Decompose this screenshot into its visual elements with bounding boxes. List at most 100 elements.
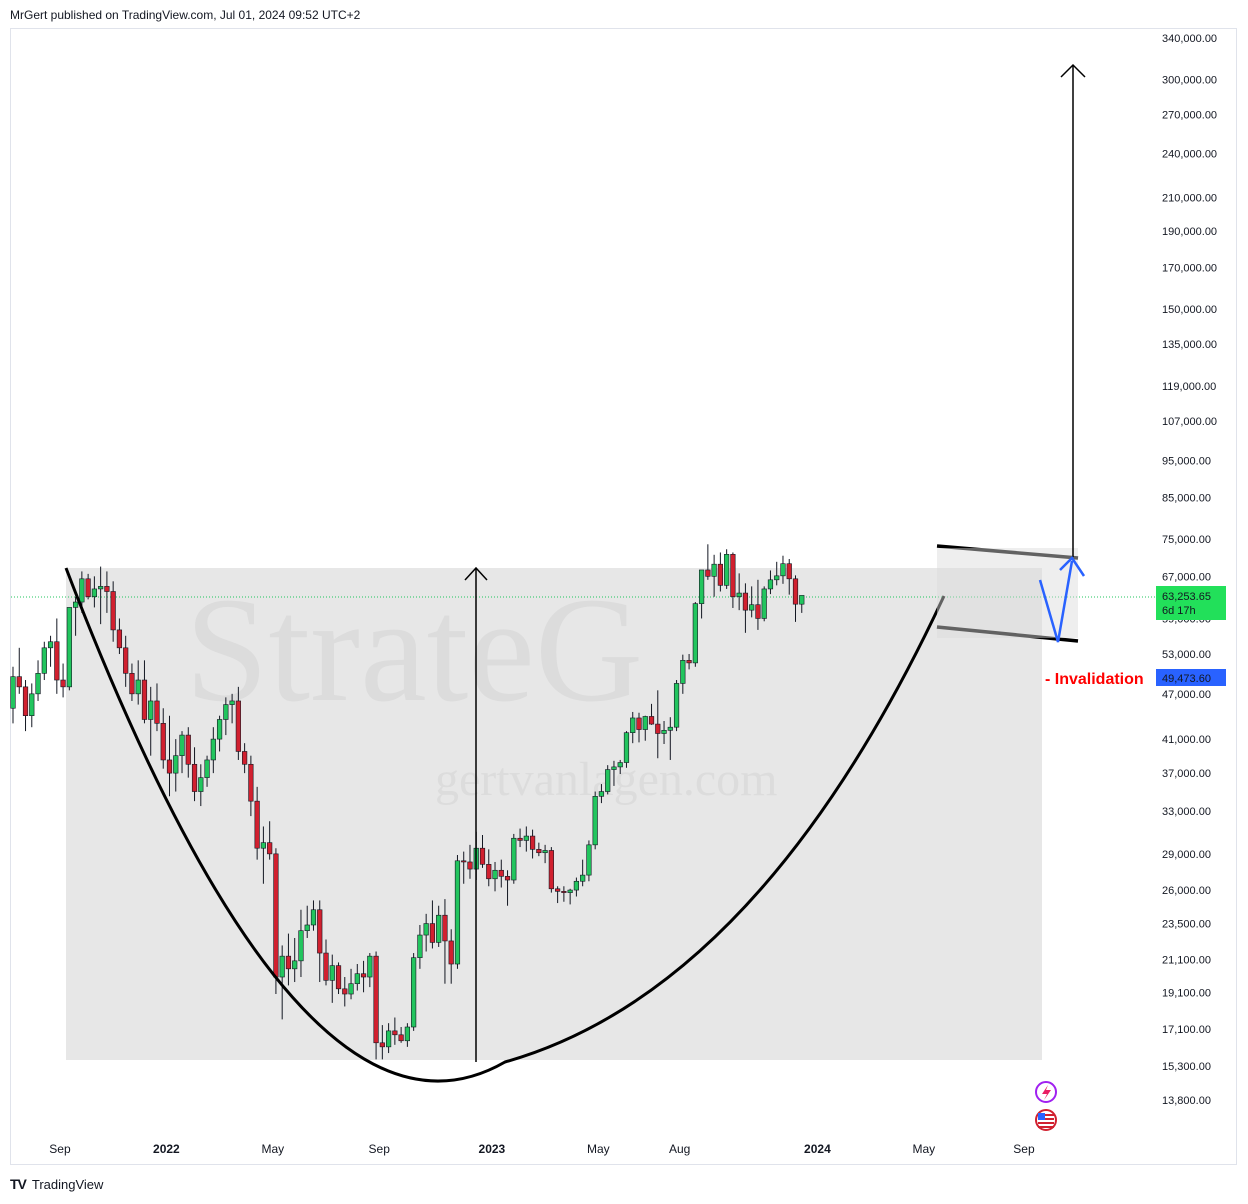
candle xyxy=(498,859,504,888)
price-tick-label: 270,000.00 xyxy=(1162,109,1217,121)
candle xyxy=(555,886,561,904)
candle xyxy=(22,680,29,732)
candle xyxy=(630,711,636,744)
candle xyxy=(617,759,623,775)
price-tick-label: 17,100.00 xyxy=(1162,1024,1211,1036)
candle xyxy=(648,703,655,725)
candle xyxy=(47,635,54,667)
price-tick-label: 190,000.00 xyxy=(1162,226,1217,238)
price-tick-label: 37,000.00 xyxy=(1162,768,1211,780)
time-tick-label: Sep xyxy=(1013,1142,1035,1156)
candle xyxy=(642,715,648,741)
candle xyxy=(423,913,429,952)
candle xyxy=(774,561,780,586)
candle xyxy=(342,977,348,1007)
candles-group xyxy=(10,544,805,1060)
publish-info: MrGert published on TradingView.com, Jul… xyxy=(10,8,361,22)
candle xyxy=(235,686,241,760)
candle xyxy=(292,937,298,983)
time-tick-label: 2024 xyxy=(804,1142,831,1156)
candle xyxy=(680,654,686,694)
candle xyxy=(373,951,379,1060)
tradingview-logo-icon: TV xyxy=(10,1176,27,1192)
candle xyxy=(730,552,736,608)
time-tick-label: Aug xyxy=(669,1142,690,1156)
lightning-icon[interactable] xyxy=(1035,1081,1057,1103)
blue-projection-head xyxy=(1059,556,1086,577)
candle xyxy=(673,680,680,732)
candle xyxy=(454,855,461,969)
candle xyxy=(41,641,47,681)
candle xyxy=(542,844,548,864)
candle xyxy=(166,715,173,797)
candle xyxy=(717,552,723,592)
candle xyxy=(216,715,223,752)
candle xyxy=(179,731,185,774)
candle xyxy=(60,663,66,698)
candle xyxy=(711,554,717,597)
candle xyxy=(267,821,273,860)
candle xyxy=(279,945,285,1020)
candle xyxy=(116,618,123,655)
candle xyxy=(548,847,554,893)
price-tick-label: 135,000.00 xyxy=(1162,339,1217,351)
invalidation-annotation: - Invalidation xyxy=(1045,671,1144,688)
candle xyxy=(260,826,267,884)
candle xyxy=(655,690,661,759)
price-tick-label: 119,000.00 xyxy=(1162,381,1216,393)
blue-projection-path xyxy=(1038,560,1074,643)
candle xyxy=(479,834,486,868)
candle xyxy=(129,663,135,701)
candle xyxy=(66,607,72,691)
candle xyxy=(273,848,279,995)
candle xyxy=(448,929,454,984)
candle xyxy=(504,870,511,906)
price-tick-label: 47,000.00 xyxy=(1162,689,1211,701)
price-tick-label: 95,000.00 xyxy=(1162,456,1211,468)
candle xyxy=(517,828,523,848)
candle xyxy=(73,596,79,636)
candle xyxy=(404,1023,410,1047)
cup-curve xyxy=(64,567,946,1083)
candle xyxy=(436,905,442,947)
candle xyxy=(724,549,730,589)
flag-upper-line xyxy=(936,544,1079,560)
candle xyxy=(742,583,749,633)
candle xyxy=(623,731,630,768)
time-tick-label: May xyxy=(261,1142,284,1156)
cup-depth-arrowhead xyxy=(464,566,488,581)
candle xyxy=(304,905,310,938)
candle xyxy=(755,579,761,630)
time-axis: Sep 2022 May Sep 2023 May Aug 2024 May Sep xyxy=(49,1142,1035,1156)
price-tick-label: 13,800.00 xyxy=(1162,1095,1211,1107)
candle xyxy=(461,851,467,884)
price-tick-label: 150,000.00 xyxy=(1162,304,1217,316)
candle xyxy=(767,570,774,595)
candle xyxy=(523,826,529,852)
candle xyxy=(561,886,567,902)
candle xyxy=(786,558,792,595)
candle xyxy=(242,743,248,774)
candle xyxy=(529,829,536,859)
price-tick-label: 107,000.00 xyxy=(1162,416,1217,428)
candle xyxy=(254,786,260,860)
candle xyxy=(285,933,292,986)
candle xyxy=(185,727,191,778)
candle xyxy=(429,900,436,949)
candle xyxy=(385,1023,392,1054)
time-tick-label: 2023 xyxy=(479,1142,506,1156)
candle xyxy=(511,833,517,884)
price-tick-label: 210,000.00 xyxy=(1162,193,1217,205)
candle xyxy=(317,900,323,983)
watermark-main: StrateG xyxy=(185,567,643,733)
candle xyxy=(780,555,786,584)
candle xyxy=(567,888,573,905)
us-flag-icon[interactable] xyxy=(1035,1109,1057,1131)
time-tick-label: May xyxy=(587,1142,610,1156)
time-tick-label: 2022 xyxy=(153,1142,180,1156)
candle xyxy=(486,849,492,887)
candle xyxy=(698,569,705,619)
candle xyxy=(586,840,592,882)
candle xyxy=(54,618,60,694)
